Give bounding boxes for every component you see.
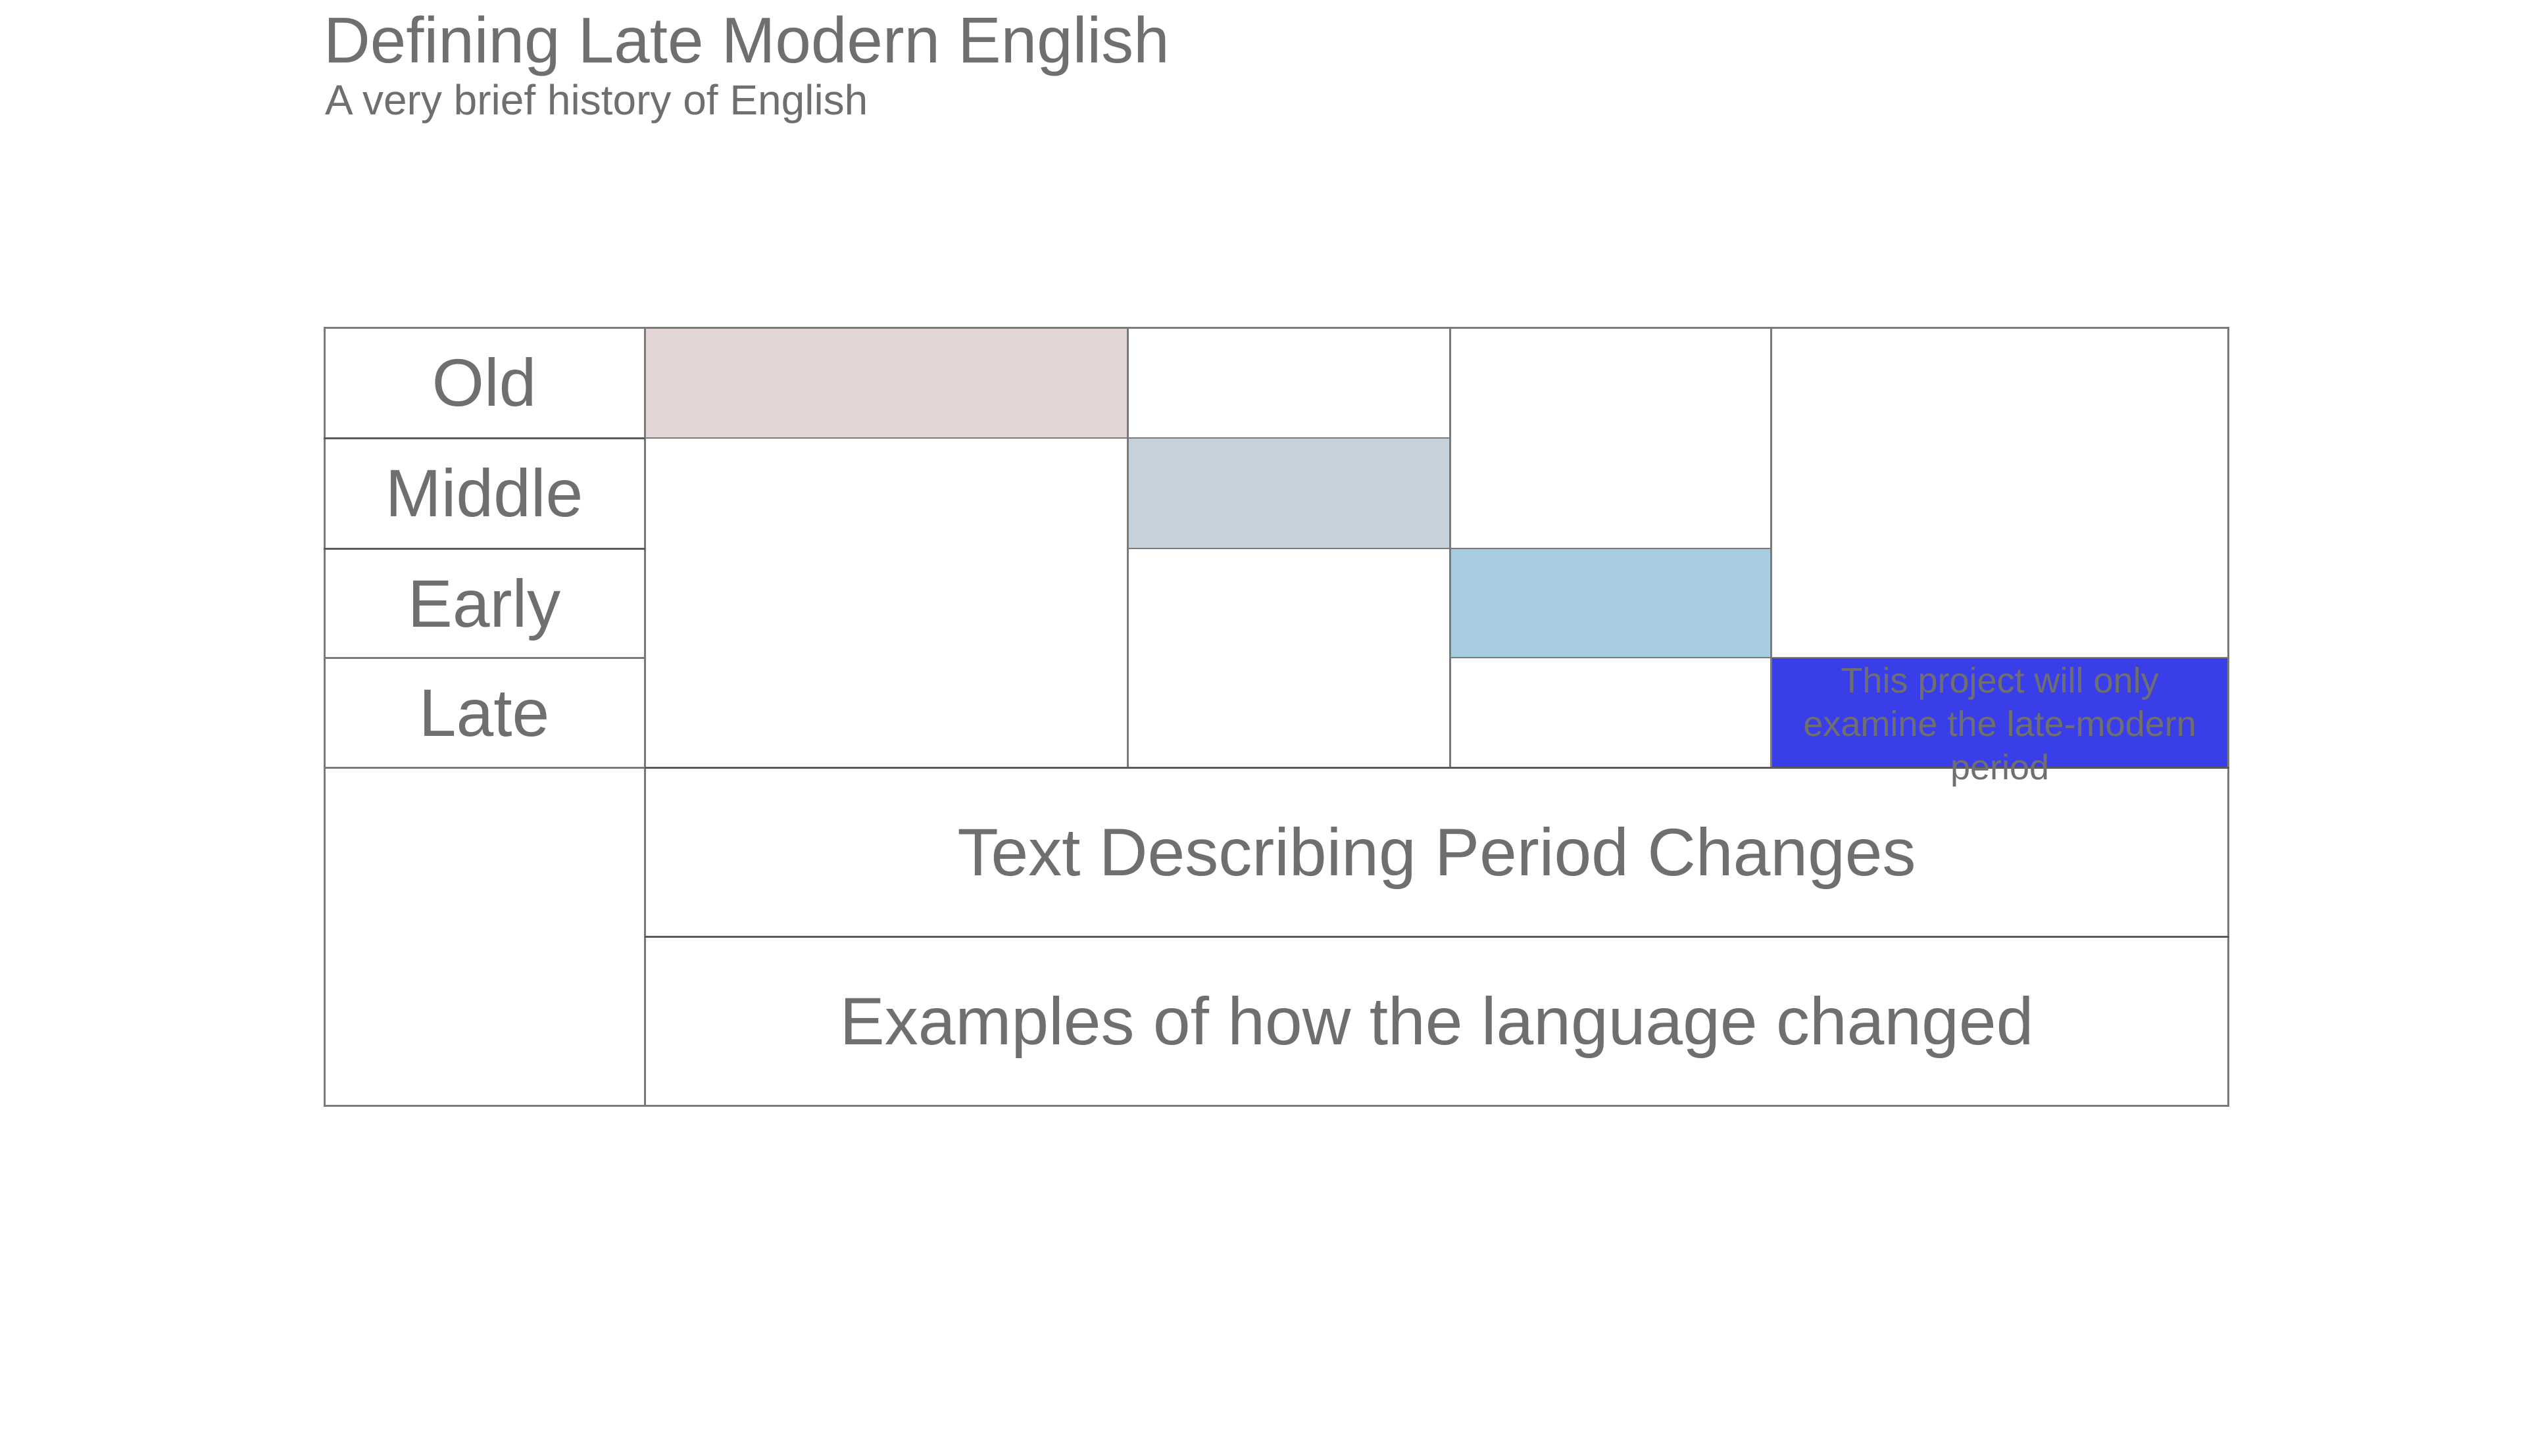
period-label-late: Late xyxy=(418,675,550,750)
label-divider-3 xyxy=(324,657,645,659)
timeline-bottom-line xyxy=(645,767,2229,769)
late-period-bar xyxy=(1771,658,2229,768)
frame-bottom xyxy=(324,1105,2229,1107)
middle-bar-bottom xyxy=(1127,548,1450,549)
frame-top xyxy=(324,327,2229,329)
middle-bar-top xyxy=(1127,437,1450,439)
band-divider xyxy=(645,936,2229,938)
column-divider-2 xyxy=(1449,327,1451,768)
frame-left xyxy=(324,327,326,1107)
early-bar-bottom xyxy=(1450,657,1771,658)
period-label-early: Early xyxy=(407,566,561,641)
page-title: Defining Late Modern English xyxy=(324,4,1170,76)
late-period-note: This project will only examine the late-… xyxy=(1803,661,2196,787)
column-divider-1 xyxy=(1127,327,1129,768)
frame-right xyxy=(2227,327,2229,1107)
late-bar-top xyxy=(1771,657,2229,658)
period-changes-row: Text Describing Period Changes xyxy=(957,814,1916,890)
middle-period-bar xyxy=(1127,438,1450,548)
label-divider-1 xyxy=(324,437,645,439)
period-label-old: Old xyxy=(432,345,537,420)
old-period-bar xyxy=(645,328,1127,438)
early-bar-top xyxy=(1450,548,1771,549)
language-examples-row: Examples of how the language changed xyxy=(839,983,2034,1059)
period-label-middle: Middle xyxy=(385,455,583,531)
page-subtitle: A very brief history of English xyxy=(325,76,868,124)
old-bar-bottom xyxy=(645,437,1128,439)
column-divider-3 xyxy=(1770,327,1772,768)
label-divider-2 xyxy=(324,548,645,550)
label-divider-4 xyxy=(324,767,645,769)
early-period-bar xyxy=(1450,548,1771,658)
label-column-divider xyxy=(644,327,646,1107)
